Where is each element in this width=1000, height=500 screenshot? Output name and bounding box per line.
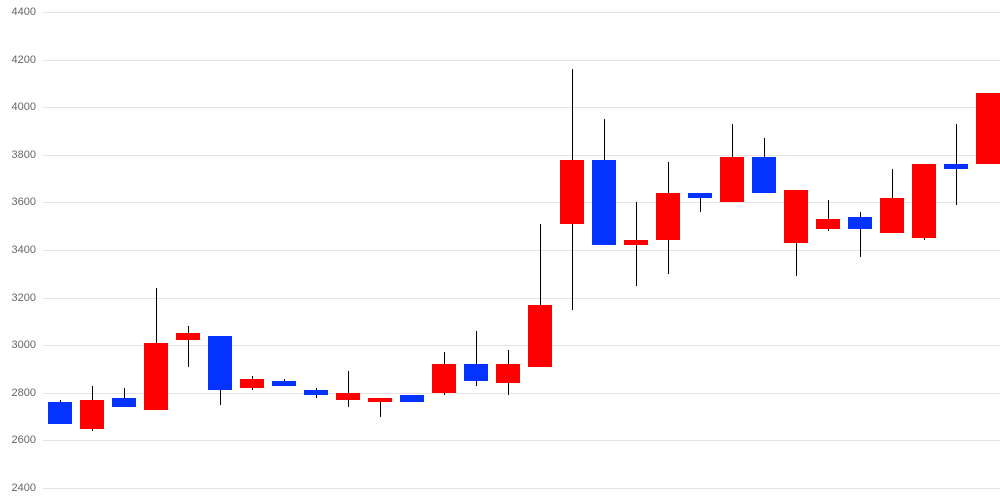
y-tick-label: 2800 — [0, 387, 36, 399]
candle-body — [848, 217, 872, 229]
y-tick-label: 2600 — [0, 434, 36, 446]
candle-body — [208, 336, 232, 391]
candle-body — [80, 400, 104, 429]
y-tick-label: 4200 — [0, 54, 36, 66]
gridline — [43, 60, 1000, 61]
candle-body — [304, 390, 328, 395]
gridline — [43, 107, 1000, 108]
candle-body — [560, 160, 584, 224]
gridline — [43, 155, 1000, 156]
candle-body — [720, 157, 744, 202]
y-tick-label: 2400 — [0, 482, 36, 494]
y-tick-label: 3200 — [0, 292, 36, 304]
candle-body — [752, 157, 776, 193]
y-tick-label: 3000 — [0, 339, 36, 351]
gridline — [43, 298, 1000, 299]
candle-body — [880, 198, 904, 234]
candle-body — [48, 402, 72, 423]
gridline — [43, 202, 1000, 203]
candle-body — [368, 398, 392, 403]
candle-body — [400, 395, 424, 402]
candle-wick — [188, 326, 189, 366]
candle-body — [816, 219, 840, 229]
gridline — [43, 12, 1000, 13]
candle-body — [112, 398, 136, 408]
gridline — [43, 393, 1000, 394]
gridline — [43, 488, 1000, 489]
y-tick-label: 3600 — [0, 196, 36, 208]
y-tick-label: 4000 — [0, 101, 36, 113]
candle-wick — [348, 371, 349, 407]
candle-body — [176, 333, 200, 340]
candle-body — [976, 93, 1000, 164]
y-tick-label: 3800 — [0, 149, 36, 161]
candle-body — [528, 305, 552, 367]
candle-body — [784, 190, 808, 242]
y-tick-label: 3400 — [0, 244, 36, 256]
candle-body — [272, 381, 296, 386]
candle-body — [688, 193, 712, 198]
candle-body — [464, 364, 488, 381]
gridline — [43, 440, 1000, 441]
candlestick-chart: 2400 2600 2800 3000 3200 3400 3600 3800 4000 4200… — [0, 0, 1000, 500]
candle-body — [624, 240, 648, 245]
candle-body — [336, 393, 360, 400]
candle-body — [912, 164, 936, 238]
gridline — [43, 250, 1000, 251]
candle-body — [656, 193, 680, 241]
candle-body — [432, 364, 456, 393]
candle-body — [592, 160, 616, 246]
candle-body — [144, 343, 168, 410]
y-tick-label: 4400 — [0, 6, 36, 18]
candle-body — [240, 379, 264, 389]
candle-body — [944, 164, 968, 169]
candle-body — [496, 364, 520, 383]
